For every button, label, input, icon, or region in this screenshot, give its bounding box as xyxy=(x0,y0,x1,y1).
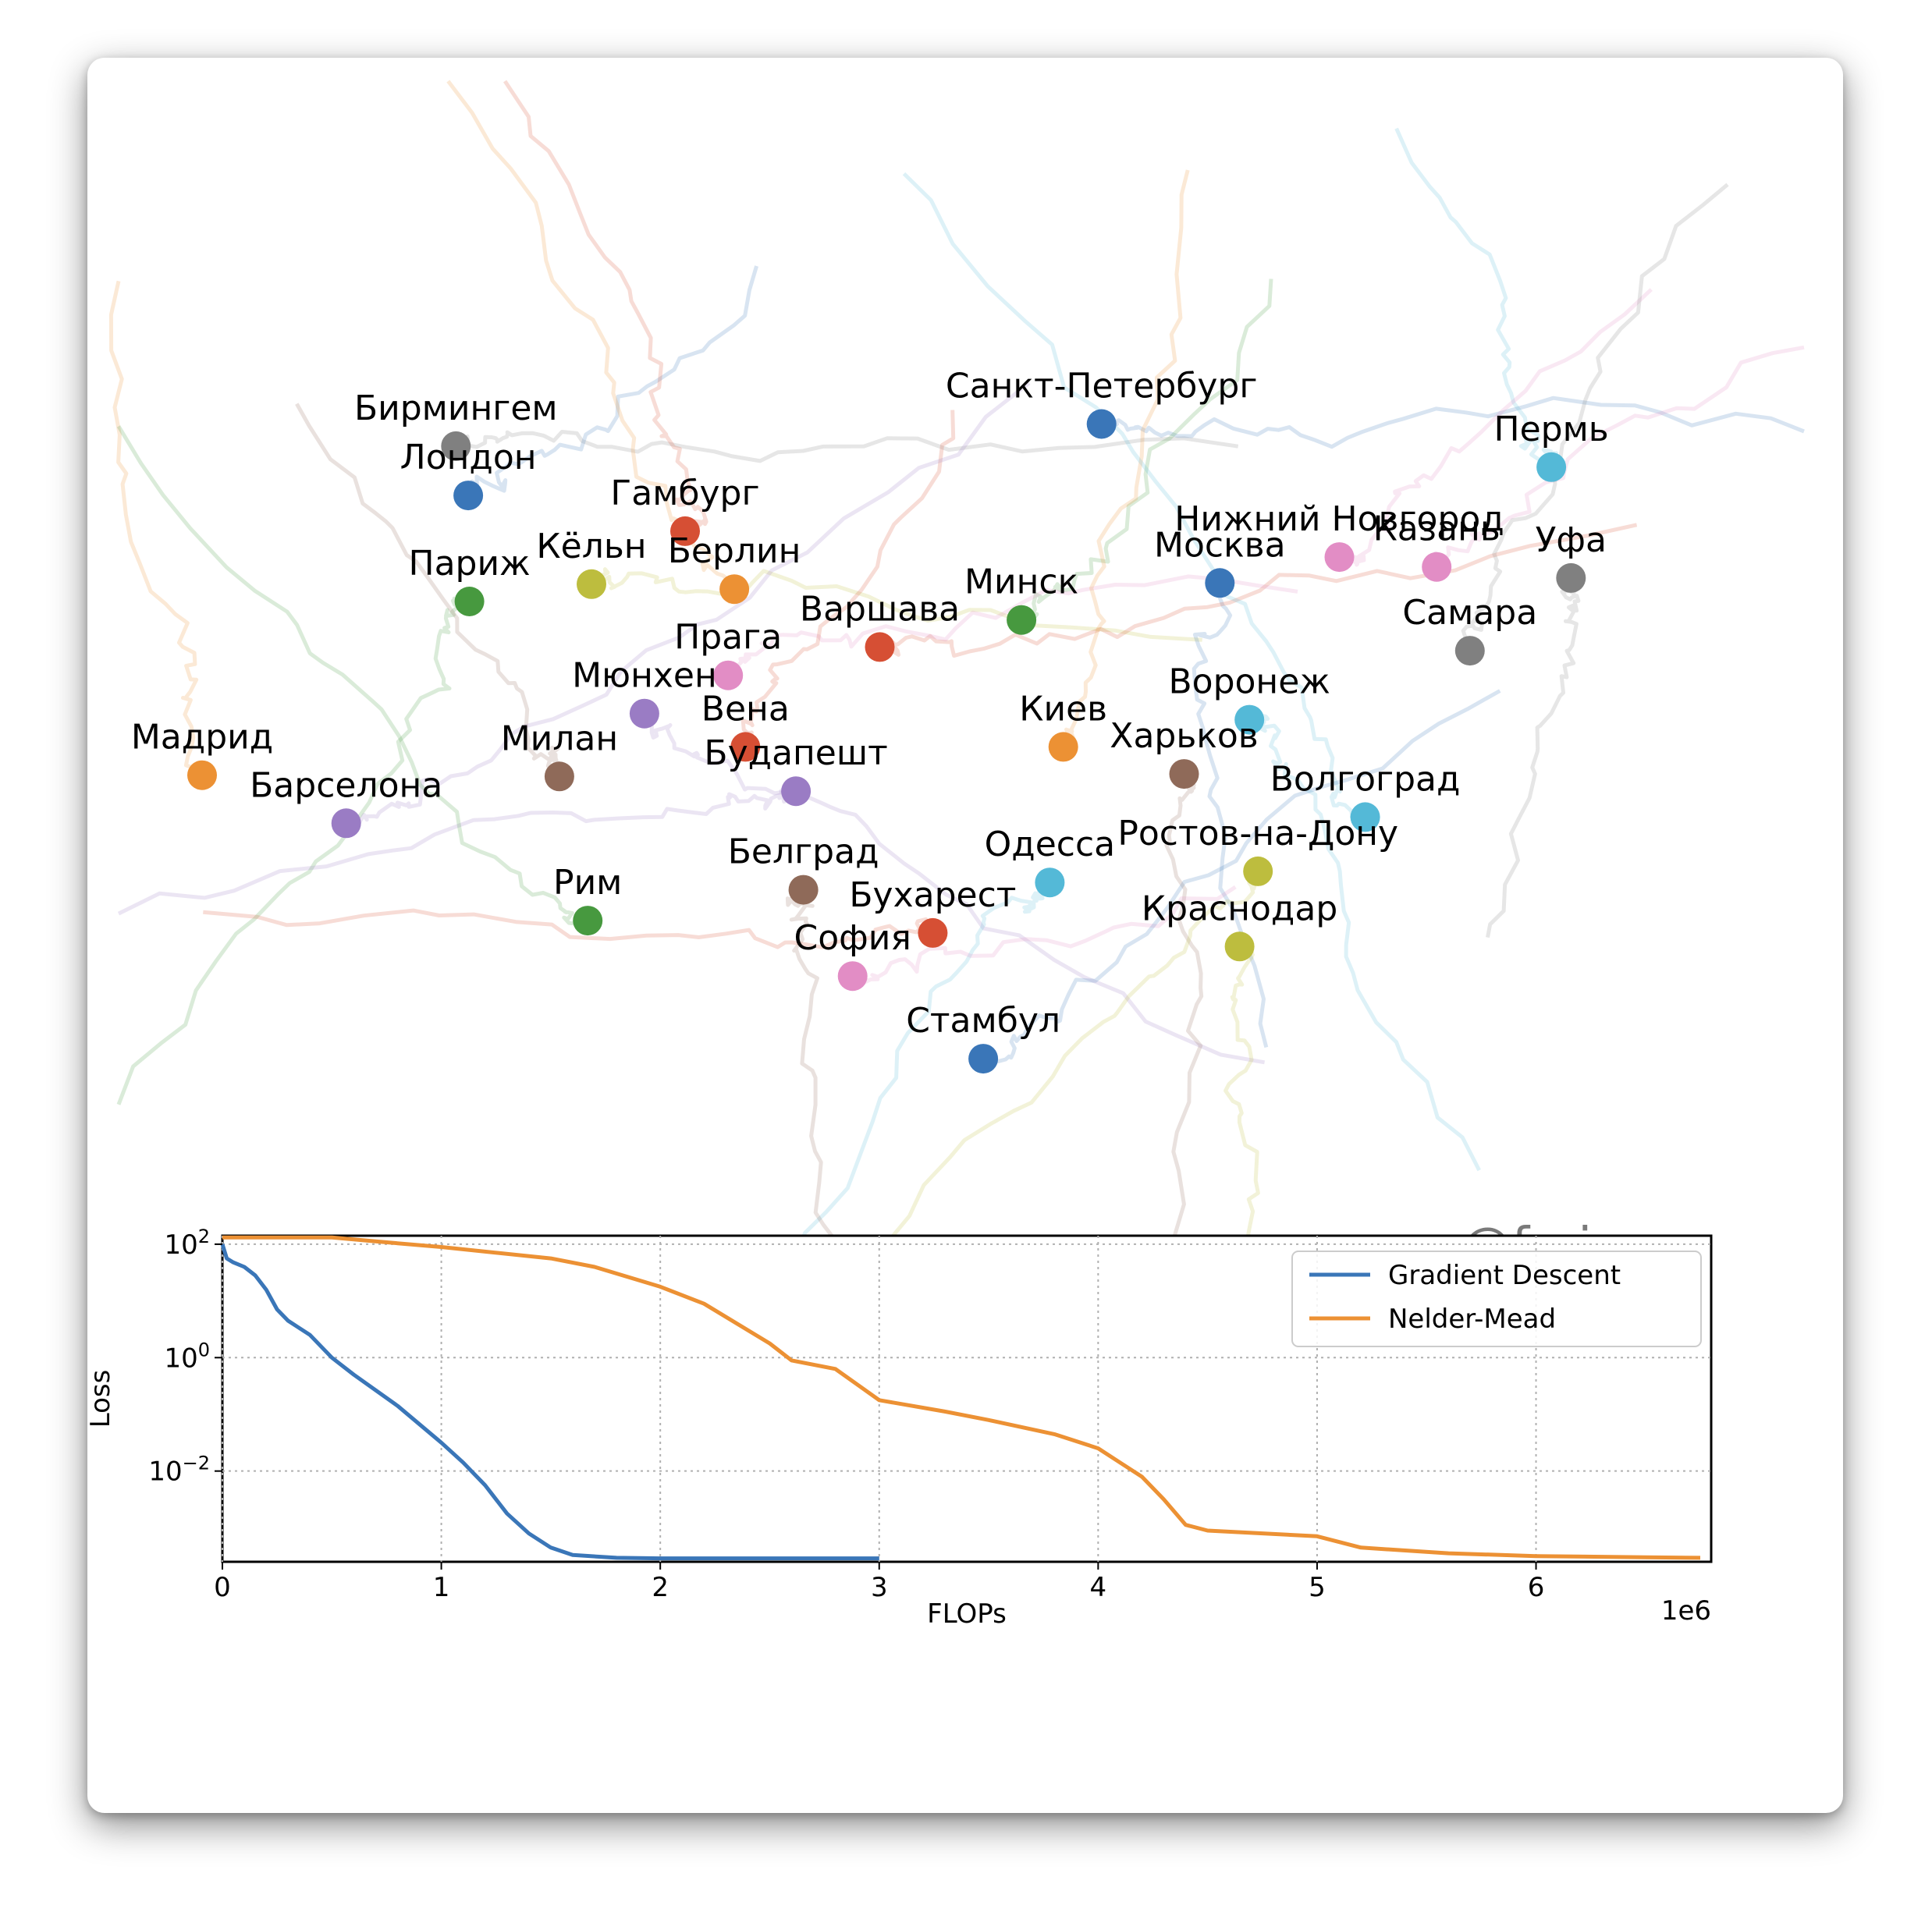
city-point-самара xyxy=(1454,636,1485,666)
figure-card: Бирмингем Лондон Гамбург Санкт-Петербург Пер… xyxy=(87,58,1843,1813)
city-point-минск xyxy=(1007,605,1037,635)
legend-label-nelder-mead: Nelder-Mead xyxy=(1388,1304,1556,1335)
trajectory-layer xyxy=(108,80,1805,1385)
legend-label-gradient-descent: Gradient Descent xyxy=(1388,1260,1621,1291)
city-point-воронеж xyxy=(1234,704,1265,735)
city-point-вена xyxy=(730,732,761,762)
legend-frame xyxy=(1291,1251,1702,1347)
city-point-мадрид xyxy=(187,760,217,790)
city-label-бирмингем: Бирмингем xyxy=(354,388,558,428)
city-label-прага: Прага xyxy=(674,618,782,658)
city-label-пермь: Пермь xyxy=(1493,410,1608,449)
trajectory-париж xyxy=(116,591,472,1105)
city-point-москва xyxy=(1205,568,1235,598)
city-point-ростов-на-дону xyxy=(1243,856,1273,886)
city-label-воронеж: Воронеж xyxy=(1168,662,1330,702)
city-point-одесса xyxy=(1035,867,1065,898)
city-point-барселона xyxy=(331,808,361,839)
city-point-пермь xyxy=(1536,452,1567,482)
legend: Gradient Descent Nelder-Mead xyxy=(1291,1251,1702,1347)
city-point-берлин xyxy=(719,574,750,605)
city-label-гамбург: Гамбург xyxy=(610,474,759,513)
city-point-рим xyxy=(573,906,603,936)
city-point-бирмингем xyxy=(441,431,471,461)
city-label-барселона: Барселона xyxy=(250,765,442,805)
city-label-будапешт: Будапешт xyxy=(704,733,887,773)
city-point-белград xyxy=(788,875,819,905)
trajectory-будапешт xyxy=(117,782,799,916)
city-point-милан xyxy=(544,761,574,792)
city-label-одесса: Одесса xyxy=(985,825,1115,864)
city-label-санкт-петербург: Санкт-Петербург xyxy=(946,367,1258,406)
tick-layer: 0 1 2 3 4 5 6 102 100 10−2 xyxy=(148,1226,1544,1603)
x-tick-label: 2 xyxy=(652,1572,669,1603)
x-axis-label: FLOPs xyxy=(927,1598,1007,1630)
city-label-варшава: Варшава xyxy=(800,589,960,629)
city-label-ростов-на-дону: Ростов-на-Дону xyxy=(1117,814,1398,853)
loss-plot: 0 1 2 3 4 5 6 102 100 10−2 FLOPs Loss 1e6 Gradien… xyxy=(87,1226,1713,1630)
city-label-кёльн: Кёльн xyxy=(536,527,646,566)
city-label-уфа: Уфа xyxy=(1536,520,1607,560)
city-point-бухарест xyxy=(918,917,948,948)
city-label-берлин: Берлин xyxy=(668,531,801,571)
city-label-нижний-новгород: Нижний Новгород xyxy=(1174,499,1504,539)
y-axis-label: Loss xyxy=(87,1370,116,1428)
city-point-париж xyxy=(454,587,485,616)
city-point-лондон xyxy=(453,481,484,511)
city-points-layer xyxy=(187,409,1586,1074)
city-label-рим: Рим xyxy=(553,863,622,903)
city-label-софия: София xyxy=(794,918,911,958)
city-label-вена: Вена xyxy=(701,689,790,729)
y-tick-label: 102 xyxy=(164,1226,210,1261)
city-label-белград: Белград xyxy=(728,832,879,872)
figure: Бирмингем Лондон Гамбург Санкт-Петербург Пер… xyxy=(87,80,1805,1630)
city-point-волгоград xyxy=(1350,802,1380,832)
x-tick-label: 5 xyxy=(1309,1572,1326,1603)
city-point-стамбул xyxy=(968,1044,999,1074)
city-label-стамбул: Стамбул xyxy=(906,1001,1060,1041)
x-tick-label: 3 xyxy=(871,1572,888,1603)
city-point-нижний-новгород xyxy=(1324,542,1355,573)
x-tick-label: 1 xyxy=(433,1572,450,1603)
city-label-самара: Самара xyxy=(1402,593,1537,633)
city-label-москва: Москва xyxy=(1154,525,1286,565)
city-label-милан: Милан xyxy=(501,718,618,758)
city-labels-layer: Бирмингем Лондон Гамбург Санкт-Петербург Пер… xyxy=(131,367,1609,1041)
city-label-минск: Минск xyxy=(964,562,1078,602)
x-axis-multiplier: 1e6 xyxy=(1661,1595,1711,1627)
city-point-прага xyxy=(713,660,744,690)
city-point-будапешт xyxy=(781,776,812,807)
series-line-nelder-mead xyxy=(222,1235,1701,1560)
city-point-киев xyxy=(1048,732,1078,762)
city-point-харьков xyxy=(1169,759,1199,789)
city-label-мюнхен: Мюнхен xyxy=(572,656,717,696)
city-label-киев: Киев xyxy=(1019,689,1107,729)
y-tick-label: 100 xyxy=(164,1339,210,1374)
x-tick-label: 0 xyxy=(214,1572,231,1603)
city-label-волгоград: Волгоград xyxy=(1270,759,1461,799)
trajectory-мадрид xyxy=(108,280,205,784)
city-point-краснодар xyxy=(1224,931,1255,962)
x-tick-label: 4 xyxy=(1090,1572,1107,1603)
x-tick-label: 6 xyxy=(1528,1572,1545,1603)
city-point-казань xyxy=(1422,552,1452,582)
city-point-уфа xyxy=(1556,562,1586,593)
city-point-гамбург xyxy=(670,516,700,546)
city-point-мюнхен xyxy=(629,698,659,729)
city-label-париж: Париж xyxy=(408,544,530,584)
y-tick-label: 10−2 xyxy=(148,1453,210,1488)
series-line-gradient-descent xyxy=(220,1244,879,1561)
city-label-краснодар: Краснодар xyxy=(1142,889,1337,928)
city-label-харьков: Харьков xyxy=(1110,716,1258,756)
city-label-лондон: Лондон xyxy=(400,438,537,477)
city-label-мадрид: Мадрид xyxy=(131,718,273,757)
city-label-бухарест: Бухарест xyxy=(849,875,1016,915)
city-point-санкт-петербург xyxy=(1086,409,1117,439)
city-point-софия xyxy=(837,961,868,992)
city-point-варшава xyxy=(865,632,895,662)
city-label-казань: Казань xyxy=(1373,509,1500,549)
series-layer xyxy=(220,1235,1701,1561)
city-point-кёльн xyxy=(577,569,606,599)
